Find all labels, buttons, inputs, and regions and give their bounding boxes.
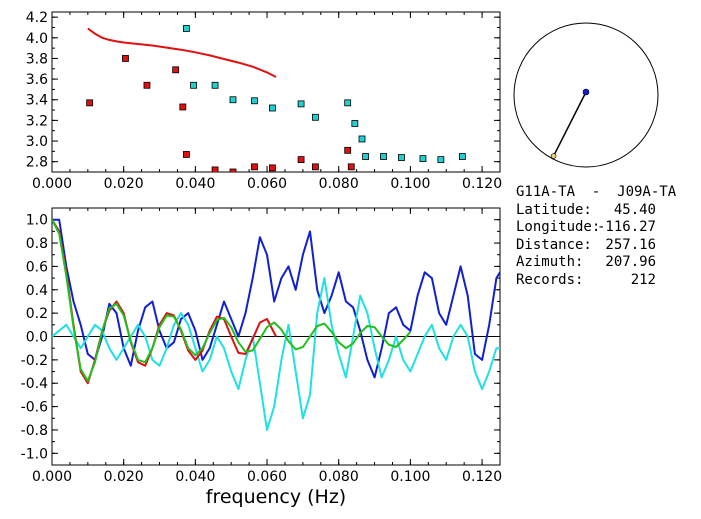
x-tick-label: 0.060 [247,176,287,192]
data-point [419,155,427,162]
source-marker [550,153,557,159]
data-point [312,113,319,121]
data-point [229,168,237,172]
data-point [122,55,129,62]
data-point [182,151,190,158]
x-tick-label: 0.000 [32,469,72,485]
data-point [190,81,197,89]
x-tick-label: 0.040 [175,469,215,485]
y-tick-label: -0.8 [21,423,48,439]
distance-value: 257.16 [605,236,656,253]
x-tick-label: 0.020 [104,176,144,192]
records-label: Records: [516,271,584,288]
y-tick-label: 1.0 [26,213,48,229]
data-point [344,146,352,154]
data-point [182,25,190,32]
y-tick-label: 3.2 [26,113,48,129]
series-line [52,219,412,382]
azimuth-label: Azimuth: [516,254,584,270]
x-tick-label: 0.100 [390,176,430,192]
data-point [86,99,94,107]
y-tick-label: 2.8 [26,155,48,171]
latitude-row: Latitude: 45.40 [516,202,701,220]
series-line [87,27,277,78]
series-line [52,219,277,385]
data-point [251,97,258,105]
x-tick-label: 0.040 [175,176,215,192]
x-tick-label: 0.100 [390,469,430,485]
records-value: 212 [630,271,656,288]
data-point [211,166,219,172]
data-point [297,100,305,108]
station-pair-title: G11A-TA - J09A-TA [516,184,677,200]
longitude-value: -116.27 [596,219,656,235]
correlation-chart: 0.000 0.020 0.040 0.060 0.080 0.100 0.120 1.0 0.… [21,207,502,508]
series-group [52,218,500,431]
latitude-value: 45.40 [613,201,656,218]
y-tick-label: -0.2 [21,353,48,369]
data-point [211,81,219,89]
records-row: Records: 212 [516,272,701,290]
azimuth-line [552,91,587,157]
data-point [143,81,151,89]
y-tick-label: 3.8 [26,51,48,67]
y-tick-label: 4.0 [26,31,48,47]
data-point [398,154,405,161]
station-info-panel: G11A-TA - J09A-TA Latitude: 45.40 Longit… [516,184,701,289]
y-tick-label: -0.4 [21,376,48,392]
x-tick-label: 0.060 [247,469,287,485]
data-point [347,163,355,171]
y-tick-label: 3.0 [26,134,48,150]
y-tick-label: -1.0 [21,446,48,462]
data-point [229,96,237,104]
latitude-label: Latitude: [516,201,592,218]
dispersion-chart: 0.000 0.020 0.040 0.060 0.080 0.100 0.120 2.8 3.… [26,10,502,192]
data-point [362,153,370,160]
data-point [380,153,387,160]
x-tick-label: 0.020 [104,469,144,485]
y-tick-label: 3.6 [26,72,48,88]
x-axis-title: frequency (Hz) [206,486,346,508]
data-point [437,156,445,164]
azimuth-row: Azimuth: 207.96 [516,254,701,272]
y-tick-label: 0.4 [26,283,48,299]
y-tick-label: 4.2 [26,10,48,26]
series-group [86,25,466,172]
longitude-label: Longitude: [516,219,601,235]
longitude-row: Longitude: -116.27 [516,219,701,237]
data-point [269,164,276,172]
y-tick-label: -0.6 [21,400,48,416]
data-point [344,99,352,107]
plot-frame [51,11,501,173]
data-point [179,103,187,111]
x-tick-label: 0.120 [462,469,502,485]
azimuth-value: 207.96 [605,254,656,270]
data-point [312,163,319,171]
data-point [172,66,180,74]
y-tick-label: 3.4 [26,93,48,109]
data-point [358,135,366,143]
x-tick-label: 0.080 [319,469,359,485]
dial-circle [513,22,659,168]
data-point [269,104,276,112]
series-line [52,218,500,379]
data-point [458,153,466,160]
x-tick-label: 0.120 [462,176,502,192]
data-point [297,156,305,164]
data-point [351,120,359,127]
x-tick-label: 0.080 [319,176,359,192]
azimuth-dial [513,22,659,168]
y-tick-label: 0.0 [26,330,48,346]
series-line [52,277,500,431]
y-tick-label: 0.8 [26,236,48,252]
y-tick-label: 0.2 [26,306,48,322]
y-tick-label: 0.6 [26,259,48,275]
data-point [251,163,258,171]
station-marker [582,88,590,96]
distance-label: Distance: [516,236,592,253]
x-tick-label: 0.000 [32,176,72,192]
distance-row: Distance: 257.16 [516,237,701,255]
